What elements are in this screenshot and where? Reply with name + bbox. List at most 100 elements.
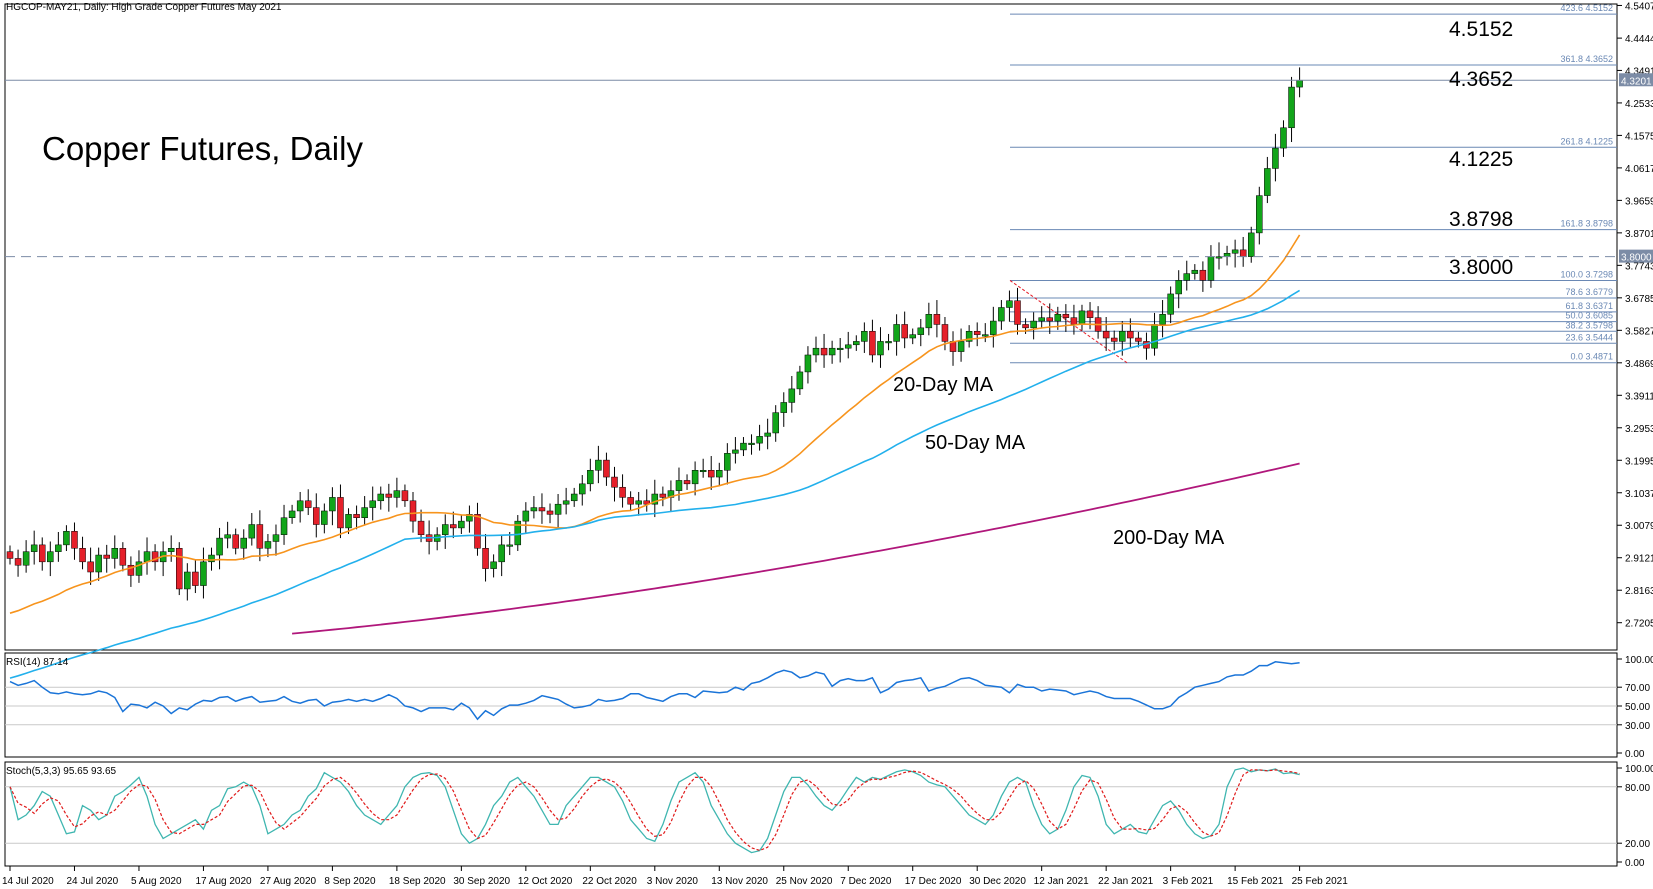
date-tick-label: 17 Aug 2020 xyxy=(195,876,252,887)
candle-body xyxy=(1296,80,1303,88)
candle-body xyxy=(1272,147,1279,169)
candle-body xyxy=(1062,314,1070,318)
rsi-tick-label: 70.00 xyxy=(1625,683,1650,694)
candle-body xyxy=(1014,300,1021,325)
candle-body xyxy=(377,493,385,502)
candle-body xyxy=(893,324,900,342)
candle-body xyxy=(1215,256,1223,259)
candle-body xyxy=(296,500,304,512)
price-tick-label: 4.0617 xyxy=(1625,164,1653,175)
fibonacci-levels: 423.6 4.5152 361.8 4.3652 261.8 4.1225 161.… xyxy=(1009,3,1617,364)
candle-body xyxy=(546,510,554,515)
date-tick-label: 18 Sep 2020 xyxy=(389,876,446,887)
rsi-tick-label: 0.00 xyxy=(1625,749,1645,760)
stoch-panel-border xyxy=(4,761,1618,867)
candle-body xyxy=(925,314,933,329)
candle-body xyxy=(1022,324,1029,329)
candle-body xyxy=(788,388,796,403)
candle-body xyxy=(184,571,191,590)
candle-body xyxy=(304,500,312,508)
candle-body xyxy=(216,537,223,556)
candle-body xyxy=(804,354,812,373)
candle-body xyxy=(844,344,852,349)
stoch-tick-label: 0.00 xyxy=(1625,858,1645,869)
candle-body xyxy=(957,341,965,352)
dashed-level-badge xyxy=(1619,249,1653,263)
candle-body xyxy=(95,554,102,573)
price-axis: 4.5407 4.4444 4.3491 4.2533 4.1575 4.0617 3.96… xyxy=(5,1,1653,630)
candle-body xyxy=(38,544,46,563)
level-label-4-1225: 4.1225 xyxy=(1449,148,1514,171)
candle-body xyxy=(530,507,538,512)
candle-body xyxy=(1006,300,1013,308)
date-tick-label: 24 Jul 2020 xyxy=(66,876,118,887)
stoch-tick-label: 80.00 xyxy=(1625,783,1650,794)
ma200-label: 200-Day MA xyxy=(1113,527,1225,549)
candle-body xyxy=(1199,269,1207,281)
candle-body xyxy=(313,507,320,525)
candle-body xyxy=(772,412,779,434)
rsi-panel-border xyxy=(4,652,1618,758)
date-tick-label: 30 Dec 2020 xyxy=(969,876,1026,887)
candle-body xyxy=(458,520,465,529)
candlesticks xyxy=(6,67,1303,601)
date-tick-label: 25 Feb 2021 xyxy=(1292,876,1349,887)
price-tick-label: 4.1575 xyxy=(1625,131,1653,142)
price-tick-label: 2.9121 xyxy=(1625,554,1653,565)
candle-body xyxy=(1070,317,1078,325)
candle-body xyxy=(796,371,804,390)
candle-body xyxy=(441,524,449,535)
price-tick-label: 4.2533 xyxy=(1625,99,1653,110)
candle-body xyxy=(836,347,844,350)
candle-body xyxy=(611,476,618,488)
candle-body xyxy=(498,544,505,563)
candle-body xyxy=(780,402,788,413)
candle-body xyxy=(1207,256,1215,281)
candle-body xyxy=(256,524,264,549)
price-tick-label: 3.4869 xyxy=(1625,359,1653,370)
current-price-label: 4.3201 xyxy=(1621,76,1652,87)
candle-body xyxy=(482,548,489,569)
candle-body xyxy=(232,534,239,549)
candle-body xyxy=(337,497,344,529)
candle-body xyxy=(1151,324,1158,349)
candle-body xyxy=(200,561,207,586)
fib-label: 0.0 3.4871 xyxy=(1570,352,1613,362)
candle-body xyxy=(1247,232,1255,257)
ma50-label: 50-Day MA xyxy=(925,432,1026,454)
candle-body xyxy=(579,483,586,495)
stoch-tick-label: 20.00 xyxy=(1625,839,1650,850)
candle-body xyxy=(1175,280,1182,295)
candle-body xyxy=(998,307,1005,322)
candle-body xyxy=(1256,195,1263,234)
candle-body xyxy=(1264,168,1271,196)
price-tick-label: 3.3911 xyxy=(1625,391,1653,402)
stochastic-panel: 100.00 80.00 20.00 0.00 xyxy=(5,764,1653,869)
stoch-tick-label: 100.00 xyxy=(1625,764,1653,775)
candle-body xyxy=(111,548,119,559)
candle-body xyxy=(55,544,62,552)
candle-body xyxy=(264,541,272,549)
candle-body xyxy=(361,507,368,518)
main-panel-frame xyxy=(4,3,1618,867)
candle-body xyxy=(627,497,634,505)
candle-body xyxy=(1119,330,1126,342)
candle-body xyxy=(1191,269,1199,274)
candle-body xyxy=(538,507,546,512)
candle-body xyxy=(748,442,755,445)
candle-body xyxy=(619,486,626,498)
candle-body xyxy=(1183,273,1191,281)
candle-body xyxy=(828,347,836,356)
candle-body xyxy=(861,330,868,342)
candle-body xyxy=(393,490,401,498)
price-tick-label: 3.2953 xyxy=(1625,424,1653,435)
candle-body xyxy=(506,544,513,547)
candle-body xyxy=(973,330,981,335)
candle-body xyxy=(1110,337,1118,342)
ma20-line xyxy=(9,234,1301,614)
candle-body xyxy=(6,551,14,559)
candle-body xyxy=(522,510,530,522)
candle-body xyxy=(409,500,417,522)
candle-body xyxy=(965,330,973,342)
candle-body xyxy=(167,548,175,552)
